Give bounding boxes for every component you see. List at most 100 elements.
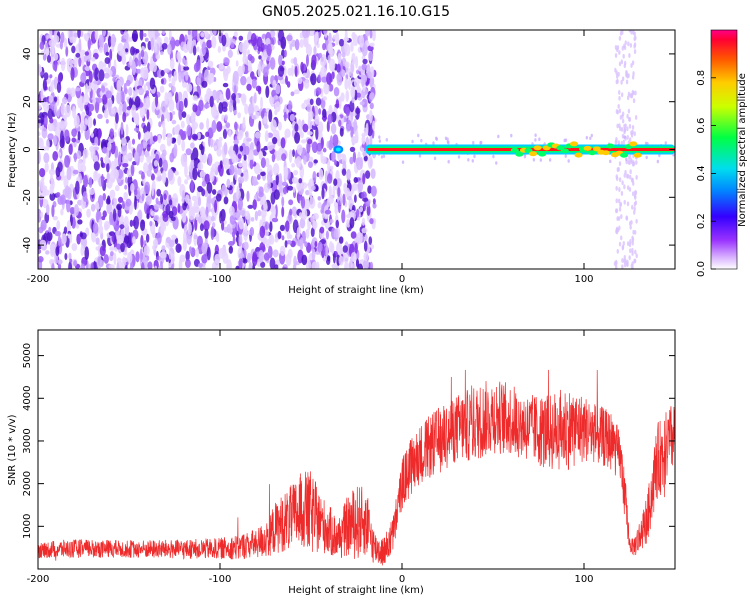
noise-speck bbox=[614, 45, 618, 50]
noise-speck bbox=[231, 231, 236, 238]
noise-speck bbox=[90, 132, 94, 138]
noise-speck bbox=[146, 143, 151, 152]
noise-speck bbox=[162, 126, 167, 141]
noise-speck bbox=[322, 30, 328, 34]
noise-speck bbox=[168, 250, 172, 260]
noise-speck bbox=[292, 263, 297, 269]
noise-speck bbox=[616, 216, 619, 222]
noise-speck bbox=[247, 204, 254, 209]
signal-bump bbox=[533, 145, 542, 151]
noise-speck bbox=[73, 204, 79, 216]
noise-speck bbox=[621, 264, 624, 269]
noise-speck bbox=[185, 250, 190, 262]
noise-speck bbox=[305, 189, 310, 196]
noise-speck bbox=[235, 60, 239, 67]
noise-speck bbox=[245, 130, 250, 144]
noise-speck bbox=[159, 85, 165, 93]
noise-speck bbox=[311, 261, 318, 269]
noise-speck bbox=[118, 105, 123, 116]
noise-speck bbox=[627, 159, 630, 165]
noise-speck bbox=[153, 203, 160, 210]
noise-speck bbox=[362, 259, 370, 269]
noise-speck bbox=[135, 251, 140, 263]
noise-speck bbox=[143, 33, 147, 38]
noise-speck bbox=[140, 234, 144, 248]
noise-speck bbox=[222, 69, 229, 77]
noise-speck bbox=[329, 240, 333, 253]
noise-speck bbox=[631, 261, 634, 267]
x-tick-label: -200 bbox=[27, 274, 50, 285]
noise-speck bbox=[620, 59, 624, 65]
noise-speck bbox=[201, 80, 208, 88]
noise-speck bbox=[55, 125, 61, 138]
noise-speck bbox=[68, 261, 73, 269]
noise-speck bbox=[81, 124, 86, 131]
noise-speck bbox=[291, 206, 297, 217]
noise-speck bbox=[162, 213, 169, 223]
noise-speck bbox=[242, 116, 246, 129]
noise-speck bbox=[125, 123, 129, 137]
noise-speck bbox=[222, 251, 229, 264]
noise-speck bbox=[225, 122, 231, 129]
noise-speck bbox=[349, 217, 355, 229]
noise-speck bbox=[356, 157, 363, 171]
noise-speck bbox=[626, 201, 630, 207]
noise-speck bbox=[40, 71, 45, 76]
noise-speck bbox=[633, 42, 637, 48]
noise-speck bbox=[180, 154, 187, 168]
noise-speck bbox=[264, 124, 269, 129]
noise-speck bbox=[104, 155, 110, 164]
noise-speck bbox=[353, 177, 358, 184]
noise-speck bbox=[84, 117, 88, 125]
noise-speck bbox=[293, 169, 299, 176]
spectrogram-signal bbox=[333, 141, 675, 158]
noise-speck bbox=[98, 218, 103, 227]
noise-speck bbox=[628, 220, 632, 226]
colorbar-label: Normalized spectral amplitude bbox=[737, 73, 748, 227]
noise-speck bbox=[361, 43, 368, 57]
noise-speck bbox=[218, 102, 224, 114]
noise-speck bbox=[288, 149, 293, 163]
noise-speck bbox=[329, 218, 334, 224]
noise-speck bbox=[351, 97, 355, 104]
noise-speck bbox=[120, 137, 127, 146]
noise-speck bbox=[61, 135, 65, 147]
noise-speck bbox=[492, 154, 495, 159]
noise-speck bbox=[628, 255, 631, 261]
noise-speck bbox=[367, 155, 373, 169]
noise-speck bbox=[257, 85, 262, 95]
noise-speck bbox=[237, 112, 241, 119]
noise-speck bbox=[417, 133, 420, 138]
noise-speck bbox=[334, 159, 337, 166]
noise-speck bbox=[184, 194, 190, 204]
noise-speck bbox=[295, 156, 302, 168]
noise-speck bbox=[285, 75, 288, 85]
noise-speck bbox=[79, 49, 86, 56]
noise-speck bbox=[117, 196, 124, 204]
noise-speck bbox=[168, 210, 174, 219]
noise-speck bbox=[618, 61, 622, 67]
noise-speck bbox=[265, 157, 270, 168]
noise-speck bbox=[281, 148, 286, 154]
noise-speck bbox=[620, 127, 624, 132]
noise-speck bbox=[152, 230, 156, 239]
noise-speck bbox=[273, 95, 279, 100]
noise-speck bbox=[69, 206, 76, 215]
noise-speck bbox=[102, 210, 107, 218]
noise-speck bbox=[103, 254, 109, 264]
y-tick-label: 2000 bbox=[22, 471, 33, 496]
noise-speck bbox=[630, 63, 633, 68]
noise-speck bbox=[564, 154, 567, 158]
noise-speck bbox=[618, 206, 622, 212]
noise-speck bbox=[38, 119, 44, 124]
noise-speck bbox=[38, 104, 42, 110]
noise-speck bbox=[623, 254, 626, 260]
noise-speck bbox=[54, 61, 58, 72]
noise-speck bbox=[212, 30, 217, 36]
signal-bump bbox=[529, 151, 538, 157]
colorbar-gradient bbox=[711, 30, 737, 269]
noise-speck bbox=[150, 173, 155, 181]
noise-speck bbox=[166, 132, 173, 146]
noise-speck bbox=[116, 79, 122, 94]
noise-speck bbox=[629, 42, 633, 48]
